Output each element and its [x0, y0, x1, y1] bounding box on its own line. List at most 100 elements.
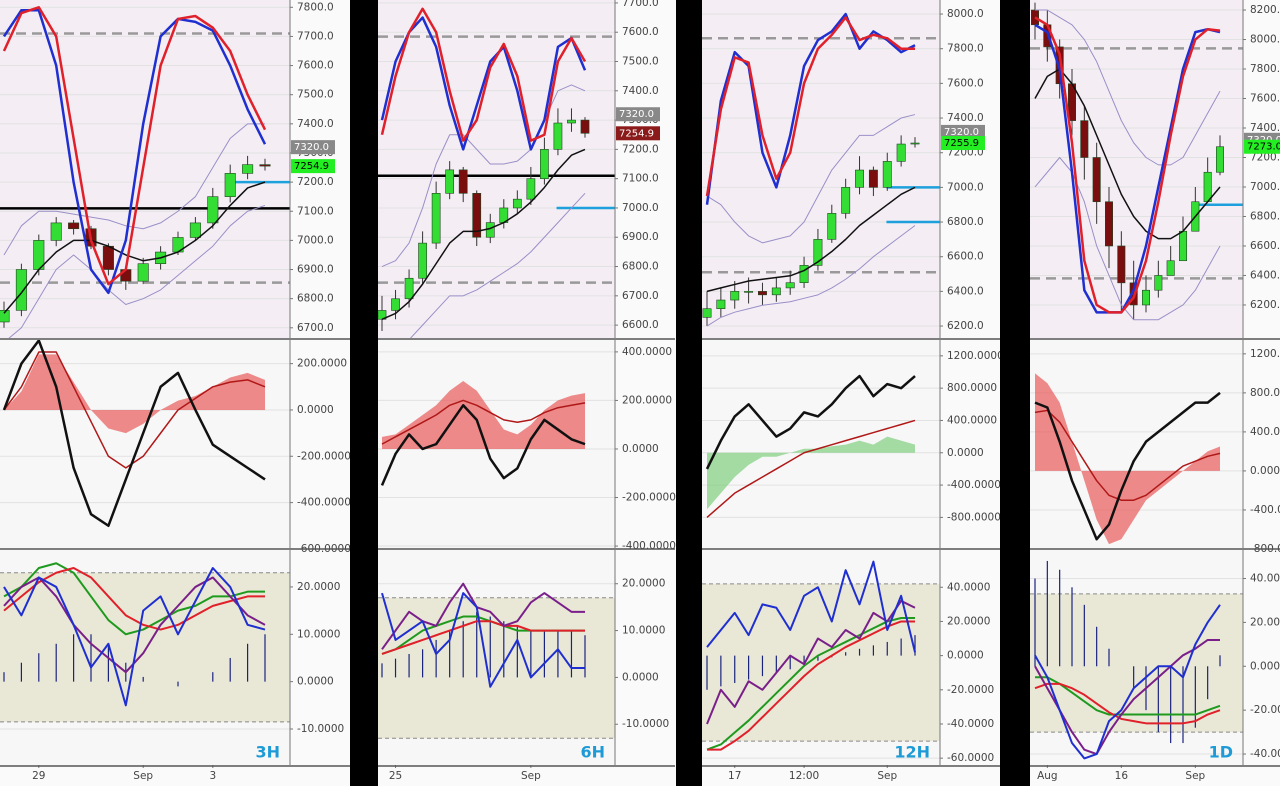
candle-body [1080, 120, 1089, 158]
column-gap [676, 0, 702, 786]
timeframe-label: 1D [1209, 743, 1233, 762]
series-line [1034, 391, 1221, 541]
y-tick-label: 8000.0 [947, 8, 984, 20]
series-line [381, 592, 585, 688]
price-tag [616, 107, 660, 122]
y-tick-label: -400.0000 [1250, 504, 1280, 516]
y-tick-label: 6400.0 [1250, 269, 1280, 281]
y-tick-label: -800.0000 [947, 511, 1001, 523]
candle-body [716, 299, 726, 310]
candle-body [512, 198, 522, 209]
y-tick-label: 0.0000 [947, 447, 984, 459]
x-tick-label: Aug [1037, 770, 1058, 782]
y-tick-label: 7800.0 [947, 43, 984, 55]
y-tick-label: -20.0000 [947, 684, 994, 696]
series-line [706, 225, 916, 327]
price-tag-label: 7254.9 [619, 128, 654, 139]
series-line [1034, 16, 1221, 314]
y-tick-label: 7000.0 [947, 181, 984, 193]
candle-body [418, 242, 427, 279]
x-tick-label: 3 [209, 770, 216, 782]
series-line [706, 599, 916, 725]
y-tick-label: 0.0000 [622, 443, 659, 455]
panel [1030, 2, 1243, 321]
y-tick-label: -40.0000 [947, 718, 994, 730]
y-tick-label: 8200.0 [1250, 4, 1280, 16]
y-tick-label: -10.0000 [622, 718, 669, 730]
candle-body [744, 291, 754, 293]
y-tick-label: -10.0000 [297, 723, 344, 735]
candle-body [431, 193, 441, 244]
y-tick-label: 7400.0 [947, 112, 984, 124]
candle-body [702, 308, 712, 318]
series-line [1034, 68, 1221, 240]
candle-body [868, 169, 878, 188]
series-line [381, 582, 585, 650]
x-tick-label: 29 [32, 770, 45, 782]
y-tick-label: 0.0000 [297, 404, 334, 416]
candle-body [50, 222, 62, 241]
series-line [706, 617, 915, 751]
candle-body [1117, 245, 1126, 284]
y-tick-label: 7400.0 [1250, 122, 1280, 134]
series-line [707, 620, 915, 751]
column-gap [1000, 0, 1030, 786]
y-tick-label: 7800.0 [297, 1, 334, 13]
y-tick-label: 0.0000 [297, 676, 334, 688]
area [1035, 373, 1220, 545]
y-tick-label: 7200.0 [297, 176, 334, 188]
series-line [2, 6, 267, 286]
series-line [1034, 638, 1220, 756]
timeframe-label: 3H [255, 743, 280, 762]
x-axis-strip [0, 765, 350, 786]
series-line [381, 148, 586, 320]
candle-body [68, 222, 80, 230]
y-tick-label: 7400.0 [297, 118, 334, 130]
y-tick-label: 40.0000 [1250, 573, 1280, 585]
candle-body [841, 187, 851, 214]
y-tick-label: -400.0000 [297, 497, 351, 509]
y-tick-label: 6600.0 [947, 251, 984, 263]
candle-body [567, 119, 576, 124]
x-tick-label: Sep [877, 770, 897, 782]
price-tag [941, 124, 985, 139]
timeframe-label: 6H [580, 743, 605, 762]
y-tick-label: 7000.0 [297, 234, 334, 246]
panel [0, 6, 290, 338]
candle-body [580, 119, 590, 134]
y-tick-label: 400.0000 [622, 346, 672, 358]
y-tick-label: 7700.0 [622, 0, 659, 9]
series-line [3, 123, 265, 256]
series-line [380, 7, 587, 142]
y-tick-label: 7500.0 [622, 56, 659, 68]
panel [0, 562, 290, 730]
y-tick-label: 200.0000 [622, 394, 672, 406]
y-tick-label: 800.0000 [947, 382, 997, 394]
y-tick-label: 7000.0 [1250, 181, 1280, 193]
y-tick-label: 7600.0 [947, 77, 984, 89]
candle-body [1216, 146, 1225, 173]
series-line [1035, 9, 1221, 166]
y-tick-label: 20.0000 [1250, 616, 1280, 628]
candle-body [242, 164, 254, 174]
x-axis-strip [1030, 765, 1280, 786]
y-tick-label: 7100.0 [297, 205, 334, 217]
series-line [706, 186, 916, 293]
series-line [1034, 604, 1221, 760]
y-tick-label: 8000.0 [1250, 34, 1280, 46]
series-line [705, 16, 915, 197]
series-line [3, 566, 265, 631]
series-line [2, 340, 266, 528]
y-tick-label: 6600.0 [1250, 240, 1280, 252]
price-tag [941, 136, 985, 151]
series-line [381, 399, 586, 445]
panel [1030, 560, 1243, 760]
price-tag-label: 7320.0 [294, 142, 329, 153]
y-tick-label: 6900.0 [622, 231, 659, 243]
candle-body [1092, 157, 1101, 203]
y-tick-label: 1200.0000 [947, 350, 1004, 362]
x-tick-label: 16 [1115, 770, 1129, 782]
series-line [706, 419, 916, 518]
y-tick-label: 7700.0 [297, 30, 334, 42]
series-line [706, 114, 916, 244]
